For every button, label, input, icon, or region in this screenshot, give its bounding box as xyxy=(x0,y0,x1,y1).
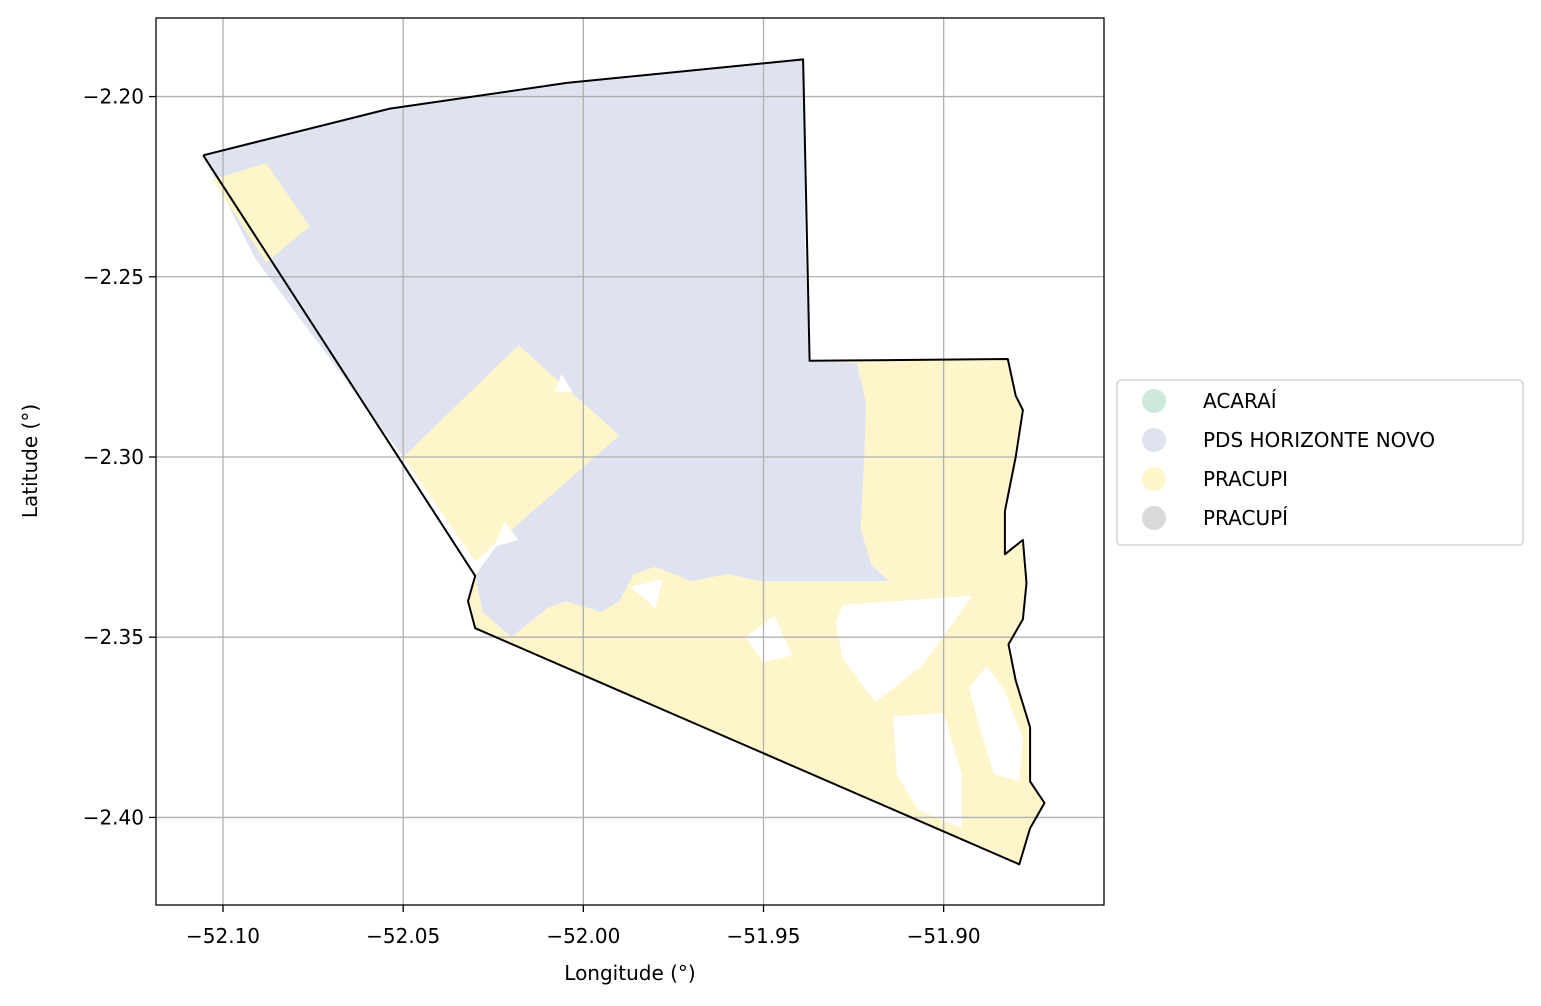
x-axis-label: Longitude (°) xyxy=(564,961,695,985)
y-axis-ticks: −2.20 −2.25 −2.30 −2.35 −2.40 xyxy=(83,85,156,829)
legend-marker-2 xyxy=(1142,467,1166,491)
unmapped-area-4 xyxy=(630,579,663,609)
legend-label-2: PRACUPI xyxy=(1203,467,1288,491)
municipality-boundary xyxy=(202,58,1046,866)
unmapped-area-5 xyxy=(493,521,519,548)
unmapped-area-2 xyxy=(968,666,1023,782)
legend-label-1: PDS HORIZONTE NOVO xyxy=(1203,428,1435,452)
legend-marker-1 xyxy=(1142,428,1166,452)
y-axis-label: Latitude (°) xyxy=(18,404,42,518)
x-tick-label-2: −52.00 xyxy=(546,924,620,948)
y-tick-label-2: −2.30 xyxy=(83,445,144,469)
y-tick-label-4: −2.40 xyxy=(83,805,144,829)
x-tick-label-1: −52.05 xyxy=(366,924,440,948)
unmapped-area-1 xyxy=(893,712,962,829)
unmapped-area-0 xyxy=(835,595,973,703)
legend-label-3: PRACUPÍ xyxy=(1203,506,1288,530)
y-tick-label-3: −2.35 xyxy=(83,625,144,649)
y-tick-label-1: −2.25 xyxy=(83,265,144,289)
region-pds-horizonte-novo-0 xyxy=(203,59,890,638)
unmapped-area-6 xyxy=(554,374,573,393)
legend-frame xyxy=(1116,379,1524,546)
plot-frame xyxy=(155,17,1105,906)
x-tick-label-4: −51.90 xyxy=(907,924,981,948)
map-gaps xyxy=(493,374,1023,829)
legend-items: ACARAÍ PDS HORIZONTE NOVO PRACUPI PRACUPÍ xyxy=(1142,389,1435,530)
legend: ACARAÍ PDS HORIZONTE NOVO PRACUPI PRACUPÍ xyxy=(1116,379,1524,546)
grid-lines xyxy=(156,18,1104,905)
unmapped-area-3 xyxy=(745,615,793,663)
x-tick-label-0: −52.10 xyxy=(186,924,260,948)
region-pracupi-2 xyxy=(403,345,620,562)
region-pracupi-1 xyxy=(212,163,310,263)
x-tick-label-3: −51.95 xyxy=(726,924,800,948)
map-boundary xyxy=(202,58,1046,866)
y-tick-label-0: −2.20 xyxy=(83,85,144,109)
x-axis-ticks: −52.10 −52.05 −52.00 −51.95 −51.90 xyxy=(186,905,981,948)
legend-label-0: ACARAÍ xyxy=(1203,389,1277,413)
legend-marker-0 xyxy=(1142,389,1166,413)
legend-marker-3 xyxy=(1142,506,1166,530)
